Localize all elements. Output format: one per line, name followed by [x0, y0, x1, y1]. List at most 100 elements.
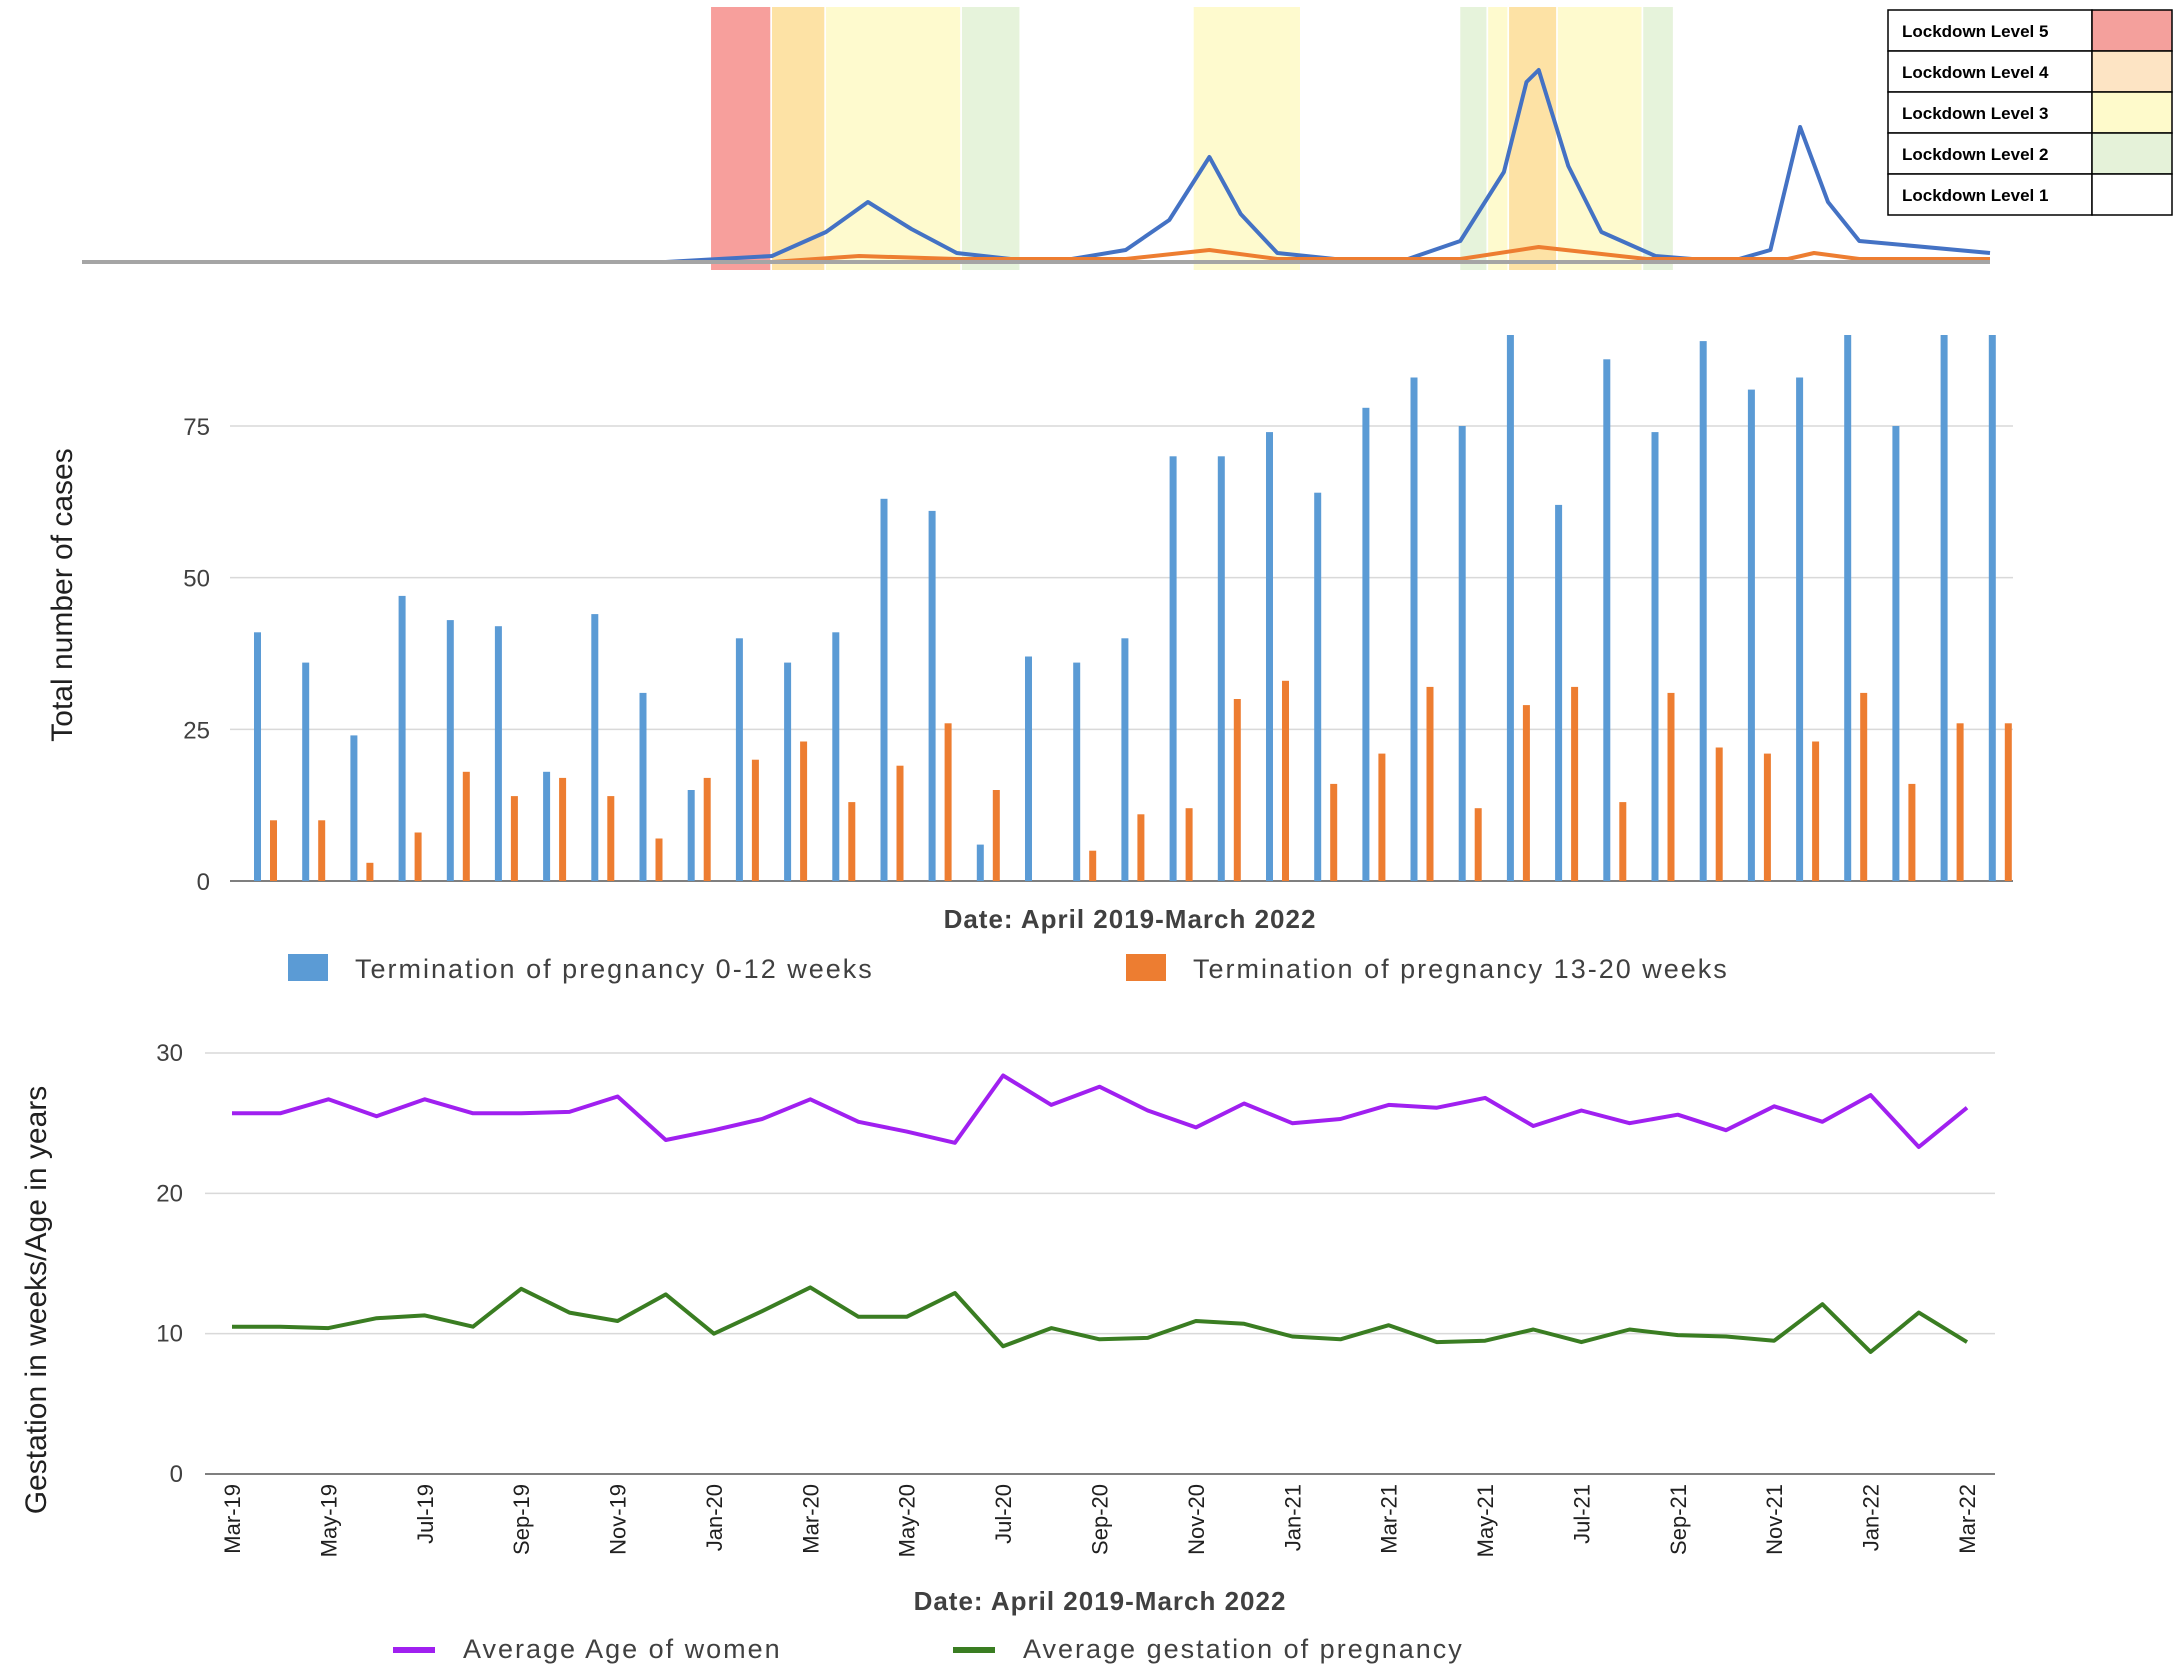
line-chart-gridlines	[205, 1052, 1995, 1475]
legend-label-13-20-weeks: Termination of pregnancy 13-20 weeks	[1193, 954, 1729, 984]
bar-chart-y-axis-label: Total number of cases	[46, 448, 79, 741]
line-chart-x-tick: Nov-20	[1184, 1484, 1209, 1555]
bar-13-20-weeks	[1474, 808, 1482, 881]
line-chart-x-tick: Jul-21	[1569, 1484, 1594, 1544]
line-chart-x-tick: Jan-20	[702, 1484, 727, 1551]
bar-13-20-weeks	[1185, 808, 1193, 881]
bar-13-20-weeks	[1522, 705, 1530, 881]
line-chart-x-tick: May-21	[1473, 1484, 1498, 1557]
bar-13-20-weeks	[944, 723, 952, 881]
lockdown-band-level-2	[961, 7, 1020, 270]
bar-0-12-weeks	[1266, 432, 1273, 881]
bar-13-20-weeks	[1282, 680, 1289, 881]
legend-label-average-gestation: Average gestation of pregnancy	[1023, 1634, 1464, 1664]
legend-swatch-0-12-weeks	[288, 954, 328, 981]
average-age-line	[232, 1073, 1969, 1149]
line-chart-x-tick: Sep-19	[509, 1484, 534, 1555]
line-chart-x-tick: May-19	[316, 1484, 341, 1557]
line-chart-x-ticks: Mar-19 May-19 Jul-19 Sep-19 Nov-19 Jan-20 Mar-…	[220, 1484, 1980, 1557]
line-chart-y-tick: 20	[156, 1180, 183, 1207]
bar-13-20-weeks	[318, 820, 326, 881]
covid-case-curves	[82, 68, 1991, 264]
bar-13-20-weeks	[510, 796, 518, 881]
lockdown-legend-label: Lockdown Level 3	[1902, 104, 2048, 123]
bar-chart-y-tick: 25	[183, 717, 210, 744]
lockdown-legend-swatch	[2091, 132, 2173, 175]
bar-13-20-weeks	[1763, 753, 1771, 881]
bar-13-20-weeks	[2004, 723, 2012, 881]
bar-0-12-weeks	[1169, 456, 1177, 881]
bar-0-12-weeks	[1362, 407, 1370, 881]
bar-chart-bars	[254, 335, 2012, 882]
line-chart-x-axis-label: Date: April 2019-March 2022	[914, 1586, 1287, 1616]
bar-13-20-weeks	[1571, 686, 1579, 881]
lockdown-legend-swatch	[2091, 173, 2173, 216]
bar-13-20-weeks	[1619, 802, 1627, 881]
line-chart-x-tick: Mar-21	[1377, 1484, 1402, 1554]
bar-0-12-weeks	[1121, 638, 1129, 881]
bar-0-12-weeks	[350, 735, 358, 881]
legend-swatch-13-20-weeks	[1126, 954, 1166, 981]
bar-0-12-weeks	[1651, 432, 1659, 881]
bar-0-12-weeks	[1073, 662, 1081, 881]
bar-0-12-weeks	[1314, 492, 1322, 881]
bar-13-20-weeks	[1137, 814, 1145, 881]
lockdown-legend-label: Lockdown Level 5	[1902, 22, 2048, 41]
lockdown-legend-cell	[1887, 9, 2093, 52]
bar-13-20-weeks	[366, 862, 374, 881]
bar-0-12-weeks	[928, 510, 936, 881]
bar-13-20-weeks	[1860, 692, 1868, 881]
line-chart-y-tick: 0	[170, 1461, 183, 1488]
line-chart-x-tick: May-20	[895, 1484, 920, 1557]
lockdown-legend-cell	[1887, 91, 2093, 134]
legend-label-0-12-weeks: Termination of pregnancy 0-12 weeks	[355, 954, 874, 984]
average-gestation-line	[232, 1285, 1969, 1354]
bar-0-12-weeks	[1025, 656, 1032, 881]
bar-chart-y-tick: 0	[197, 869, 210, 896]
bar-13-20-weeks	[1233, 699, 1241, 881]
bar-0-12-weeks	[1747, 389, 1755, 881]
lockdown-legend: Lockdown Level 5 Lockdown Level 4 Lockdown…	[1887, 9, 2173, 216]
bar-chart-y-tick: 50	[183, 566, 210, 593]
lockdown-band-level-3	[826, 7, 961, 270]
bar-0-12-weeks	[1844, 335, 1852, 881]
lockdown-legend-label: Lockdown Level 1	[1902, 186, 2048, 205]
line-chart-x-tick: Jul-19	[413, 1484, 438, 1544]
line-chart-x-tick: Sep-21	[1666, 1484, 1691, 1555]
bar-13-20-weeks	[655, 838, 663, 881]
bar-chart-x-axis-label: Date: April 2019-March 2022	[944, 904, 1317, 934]
covid-curve-1	[82, 245, 1990, 264]
bar-0-12-weeks	[735, 638, 743, 881]
bar-0-12-weeks	[1603, 359, 1611, 881]
bar-0-12-weeks	[1410, 377, 1418, 881]
bar-13-20-weeks	[1715, 747, 1723, 881]
lockdown-legend-cell	[1887, 173, 2093, 216]
line-chart-x-tick: Nov-19	[606, 1484, 631, 1555]
bar-13-20-weeks	[607, 796, 615, 881]
bar-13-20-weeks	[559, 777, 567, 881]
bar-0-12-weeks	[639, 692, 647, 881]
line-chart-x-tick: Sep-20	[1088, 1484, 1113, 1555]
bar-13-20-weeks	[1089, 850, 1097, 881]
bar-0-12-weeks	[398, 595, 406, 881]
lockdown-band-level-3	[1193, 7, 1300, 270]
line-chart-x-tick: Nov-21	[1762, 1484, 1787, 1555]
line-chart-x-tick: Mar-19	[220, 1484, 245, 1554]
lockdown-band-level-4	[1509, 7, 1557, 270]
line-chart-y-tick: 30	[156, 1040, 183, 1067]
bar-0-12-weeks	[832, 632, 840, 881]
bar-13-20-weeks	[1956, 723, 1964, 881]
bar-0-12-weeks	[1796, 377, 1804, 881]
lockdown-band-level-2	[1643, 7, 1673, 270]
line-chart-x-tick: Jan-22	[1859, 1484, 1884, 1551]
bar-chart-y-tick: 75	[183, 414, 210, 441]
bar-0-12-weeks	[494, 626, 502, 881]
bar-0-12-weeks	[543, 771, 551, 881]
bar-13-20-weeks	[848, 802, 856, 881]
bar-0-12-weeks	[784, 662, 792, 881]
lockdown-band-level-5	[711, 7, 771, 270]
line-chart-x-tick: Jan-21	[1280, 1484, 1305, 1551]
bar-13-20-weeks	[462, 771, 470, 881]
bar-13-20-weeks	[896, 765, 904, 881]
